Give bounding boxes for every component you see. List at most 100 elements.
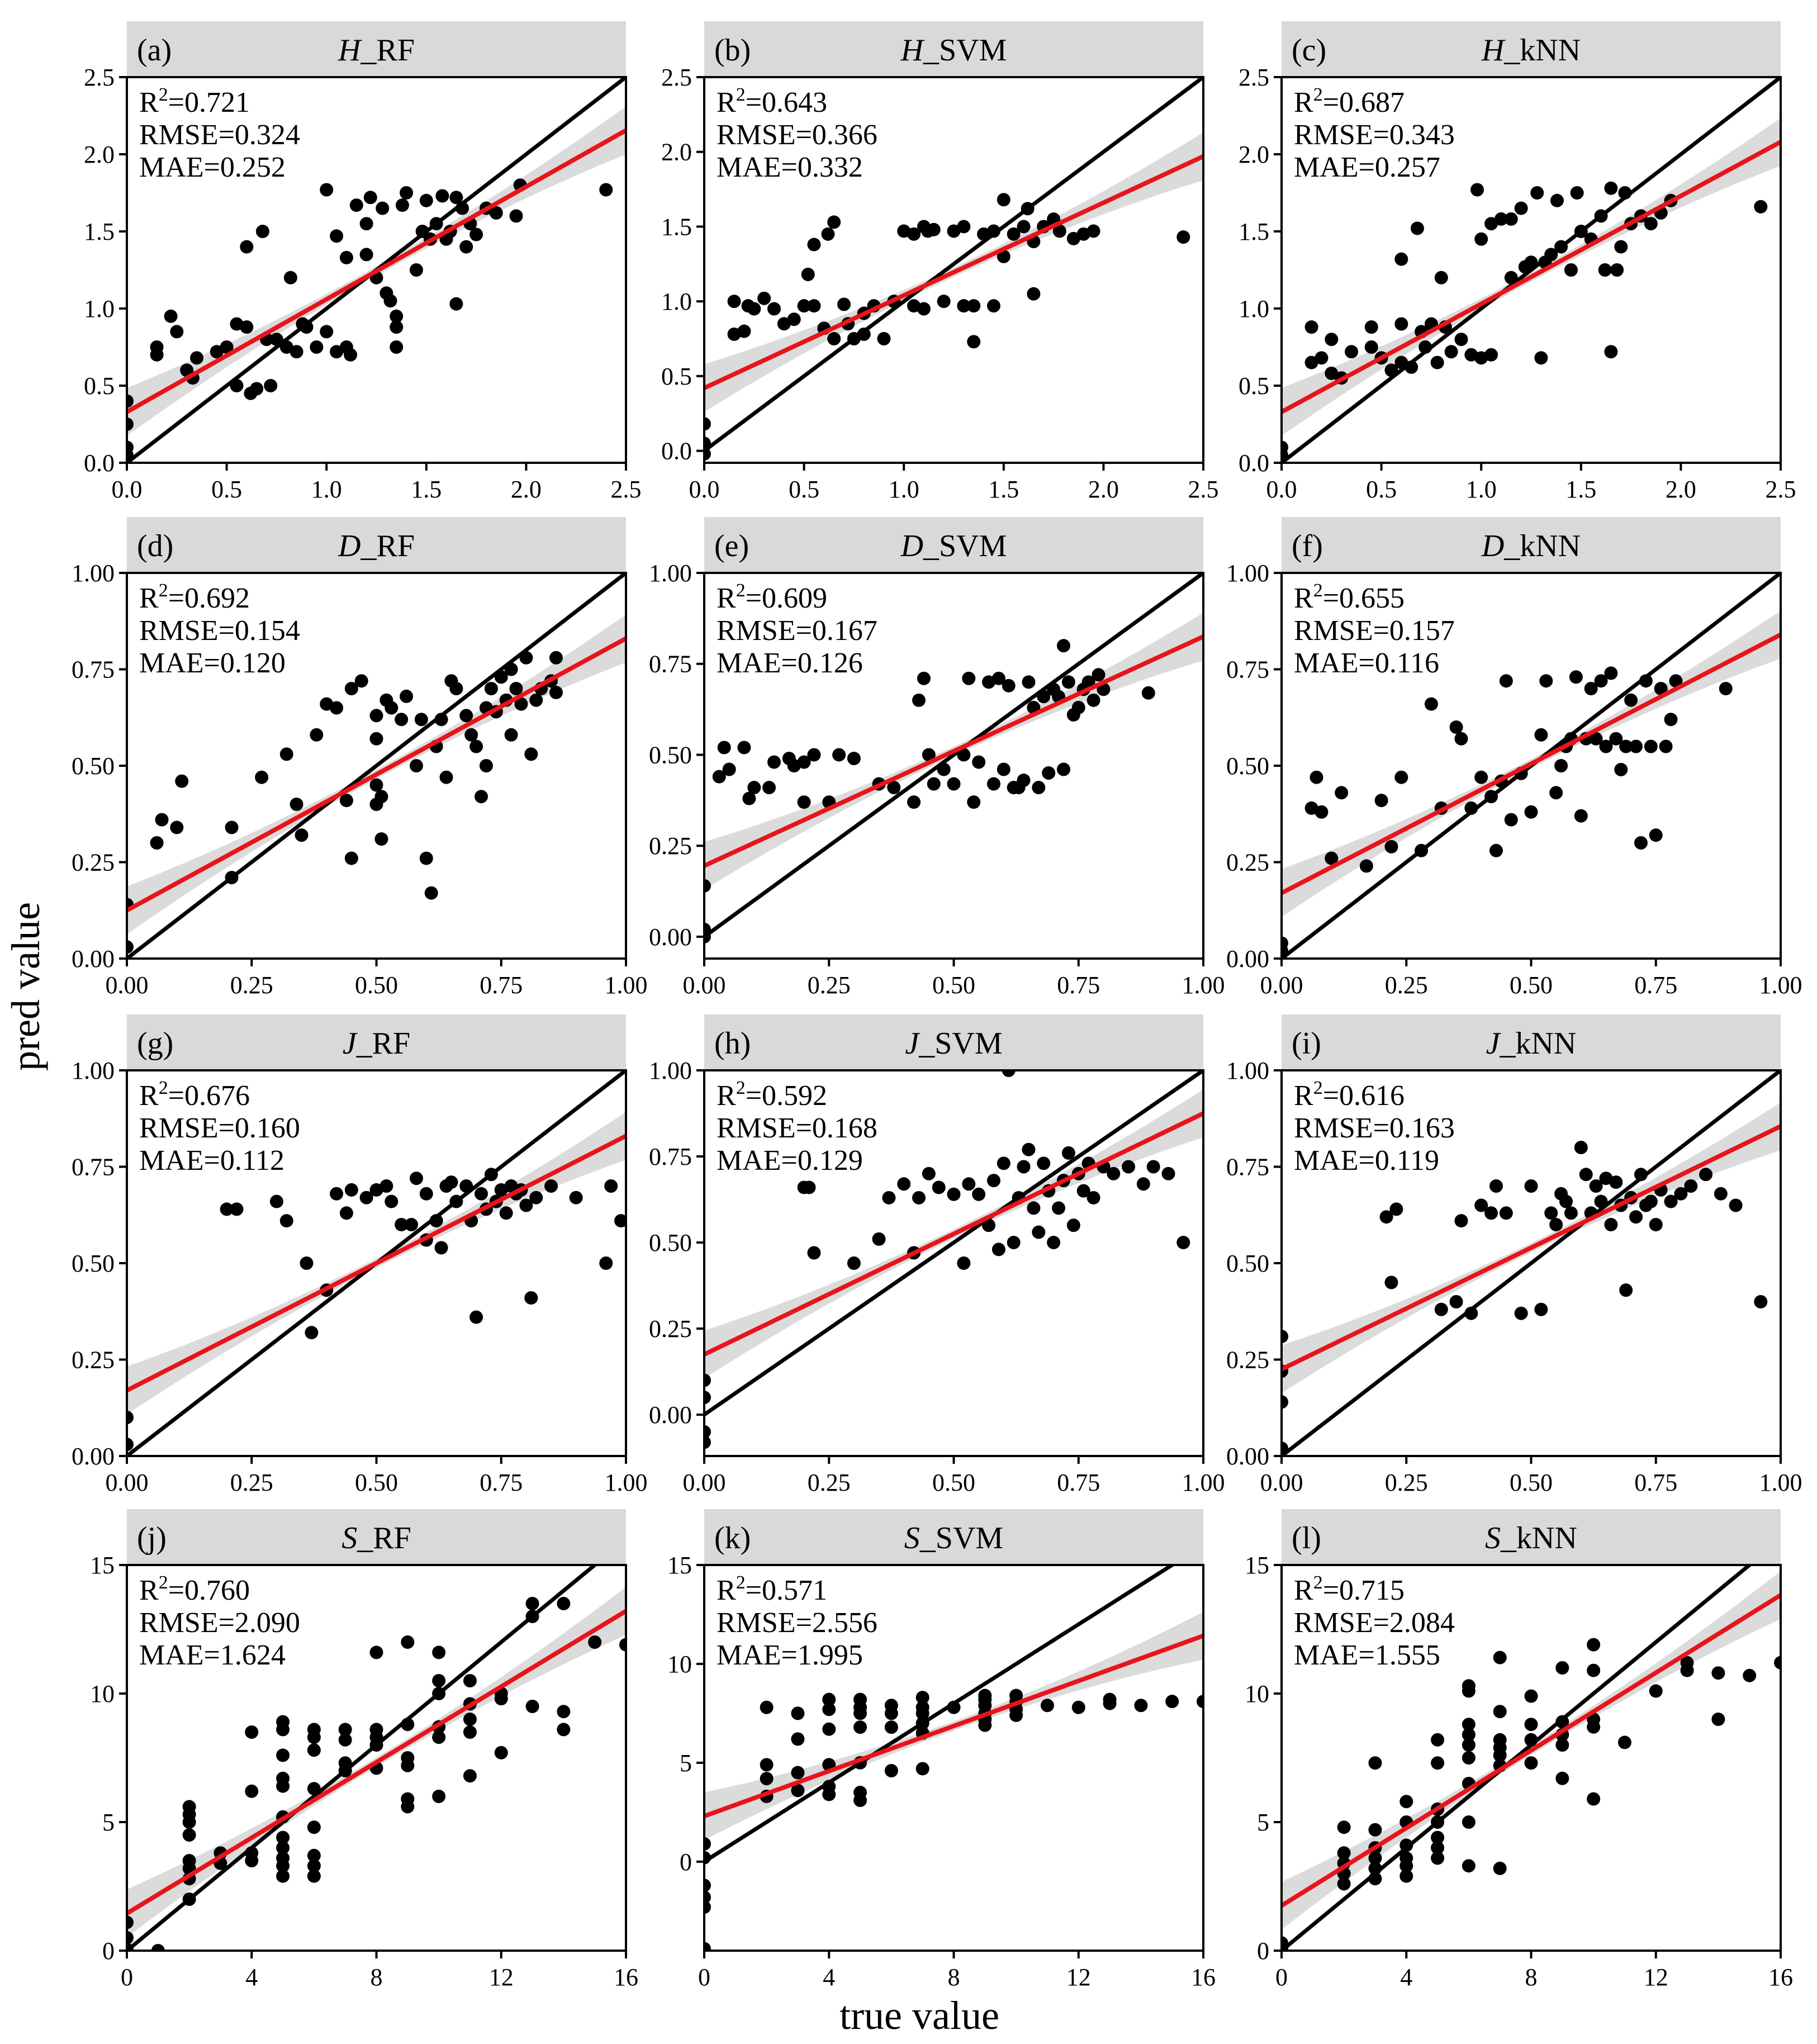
data-point xyxy=(1087,224,1100,238)
data-point xyxy=(915,1762,929,1776)
data-point xyxy=(1161,1166,1175,1180)
data-point xyxy=(797,755,811,769)
x-tick-label: 4 xyxy=(245,1964,258,1991)
data-point xyxy=(1315,351,1329,365)
panel-tag: (k) xyxy=(714,1521,751,1555)
data-point xyxy=(240,320,254,334)
data-point xyxy=(359,248,373,262)
data-point xyxy=(967,795,981,809)
data-point xyxy=(727,295,741,309)
y-tick-label: 0.25 xyxy=(72,849,115,876)
data-point xyxy=(801,268,815,282)
x-tick-label: 0.5 xyxy=(789,476,819,503)
data-point xyxy=(1061,1146,1075,1160)
data-point xyxy=(1484,348,1498,362)
data-point xyxy=(1325,851,1339,865)
data-point xyxy=(1644,739,1658,753)
data-point xyxy=(434,713,448,727)
data-point xyxy=(1449,720,1463,734)
data-point xyxy=(1454,333,1468,347)
data-point xyxy=(1364,320,1378,334)
identity-line xyxy=(704,77,1203,453)
data-point xyxy=(712,770,726,784)
data-point xyxy=(1504,271,1518,284)
panel-title-model: _RF xyxy=(357,1521,411,1555)
data-point xyxy=(1092,668,1106,682)
data-point xyxy=(344,682,358,695)
x-tick-label: 2.0 xyxy=(1088,476,1119,503)
data-point xyxy=(1644,217,1658,231)
data-point xyxy=(1002,1070,1016,1077)
panel-title-model: _kNN xyxy=(1503,529,1581,563)
data-point xyxy=(822,1722,836,1736)
panel-title: H_SVM xyxy=(900,33,1007,68)
plot-area xyxy=(127,1070,626,1456)
data-point xyxy=(884,1699,898,1713)
data-point xyxy=(400,186,414,200)
panel-title-variable: D xyxy=(1481,529,1504,563)
data-point xyxy=(344,851,358,865)
data-point xyxy=(369,1723,383,1737)
panel-title-variable: D xyxy=(338,529,360,563)
data-point xyxy=(791,1732,805,1746)
data-point xyxy=(409,263,423,277)
data-point xyxy=(1555,1738,1569,1752)
data-point xyxy=(1462,1738,1476,1752)
data-point xyxy=(409,1172,423,1185)
data-point xyxy=(927,777,941,791)
y-tick-label: 0.75 xyxy=(72,1154,115,1181)
data-point xyxy=(1282,936,1288,950)
y-tick-label: 0.50 xyxy=(72,752,115,780)
data-point xyxy=(599,183,613,197)
data-point xyxy=(127,440,134,454)
data-point xyxy=(704,922,711,936)
data-point xyxy=(338,1723,352,1737)
data-point xyxy=(544,1179,558,1193)
data-point xyxy=(1609,1175,1623,1189)
data-point xyxy=(519,1198,533,1212)
y-tick-label: 10 xyxy=(90,1680,115,1708)
data-point xyxy=(557,1705,571,1719)
data-point xyxy=(330,345,344,359)
panel-g: (g) J_RF 0.00 0.25 0.50 0.75 1.00 0.00 0.25 0.50 0… xyxy=(72,1014,648,1496)
data-point xyxy=(1729,1198,1743,1212)
data-point xyxy=(269,333,283,347)
x-axis-label: true value xyxy=(839,1993,999,2038)
data-point xyxy=(1629,739,1643,753)
data-point xyxy=(1594,209,1608,223)
data-point xyxy=(1654,682,1668,695)
data-point xyxy=(127,1931,134,1945)
x-tick-label: 2.0 xyxy=(511,476,542,503)
data-point xyxy=(737,741,751,755)
panel-title-model: _kNN xyxy=(1503,33,1581,68)
data-point xyxy=(509,209,523,223)
data-point xyxy=(1604,666,1618,680)
data-point xyxy=(444,1175,458,1189)
panel-title-variable: H xyxy=(1481,33,1506,68)
plot-area xyxy=(127,77,626,463)
data-point xyxy=(1032,781,1046,795)
data-point xyxy=(1368,1861,1382,1875)
data-point xyxy=(1394,355,1408,369)
stat-mae: MAE=1.624 xyxy=(139,1639,286,1671)
data-point xyxy=(484,1168,498,1182)
data-point xyxy=(1659,739,1673,753)
data-point xyxy=(354,674,368,688)
data-point xyxy=(1584,682,1598,695)
data-point xyxy=(307,1782,321,1796)
panel-strip xyxy=(1282,1014,1781,1070)
x-tick-label: 8 xyxy=(371,1964,383,1991)
data-point xyxy=(449,682,463,695)
panel-c: (c) H_kNN 0.0 0.5 1.0 1.5 2.0 2.5 0.0 0.5 1.0 1.5 2.… xyxy=(1239,21,1796,503)
data-point xyxy=(339,794,353,808)
stat-mae: MAE=0.129 xyxy=(717,1145,863,1177)
data-point xyxy=(767,755,781,769)
data-point xyxy=(155,813,169,827)
panel-title: J_RF xyxy=(343,1026,410,1061)
data-point xyxy=(419,1187,433,1201)
y-tick-label: 2.5 xyxy=(84,64,115,91)
data-point xyxy=(175,774,189,788)
y-tick-label: 0.50 xyxy=(649,1229,692,1256)
data-point xyxy=(1564,1206,1578,1220)
data-point xyxy=(1474,770,1488,784)
